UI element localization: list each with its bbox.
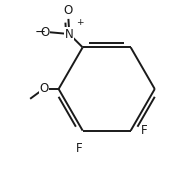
Text: F: F (141, 124, 147, 137)
Text: O: O (64, 4, 73, 17)
Text: O: O (41, 26, 50, 39)
Text: O: O (40, 82, 49, 96)
Text: N: N (65, 28, 74, 41)
Text: +: + (76, 18, 84, 27)
Text: −: − (34, 26, 46, 39)
Text: F: F (76, 142, 82, 155)
